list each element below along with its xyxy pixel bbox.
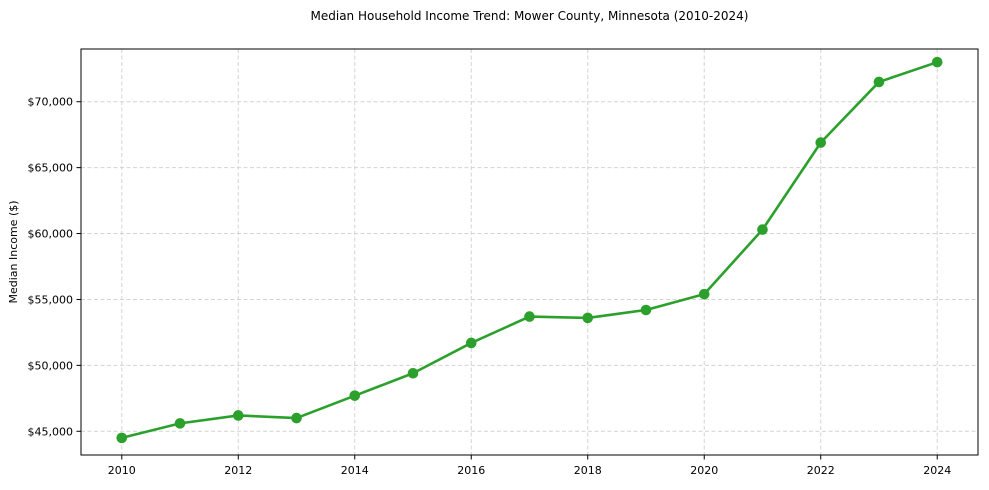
data-point [582,312,594,324]
data-point [931,56,943,68]
x-tick-label: 2016 [457,464,485,477]
data-point [465,337,477,349]
x-tick-label: 2022 [807,464,835,477]
x-tick-label: 2018 [574,464,602,477]
data-point [291,412,302,424]
y-tick-label: $65,000 [28,162,74,175]
x-tick-label: 2020 [690,464,718,477]
trend-line [120,60,939,440]
data-point [349,390,361,401]
data-point [757,224,768,235]
x-tick-label: 2014 [341,464,369,477]
data-point [116,432,128,444]
data-point [698,288,710,300]
data-point [174,418,186,429]
y-tick-label: $60,000 [28,228,74,241]
y-tick-label: $50,000 [28,359,74,372]
data-point [873,76,885,88]
x-tick-label: 2024 [923,464,951,477]
chart-title: Median Household Income Trend: Mower Cou… [310,9,749,23]
data-point [815,137,827,148]
y-axis-label: Median Income ($) [7,200,20,303]
data-point [640,304,652,316]
data-point [232,410,244,421]
data-point [407,367,419,379]
plot-border [80,48,979,456]
x-tick-label: 2012 [224,464,252,477]
y-tick-label: $55,000 [28,293,74,306]
data-point [524,311,535,322]
y-tick-label: $45,000 [28,425,74,438]
x-tick-label: 2010 [108,464,136,477]
y-tick-label: $70,000 [28,96,74,109]
